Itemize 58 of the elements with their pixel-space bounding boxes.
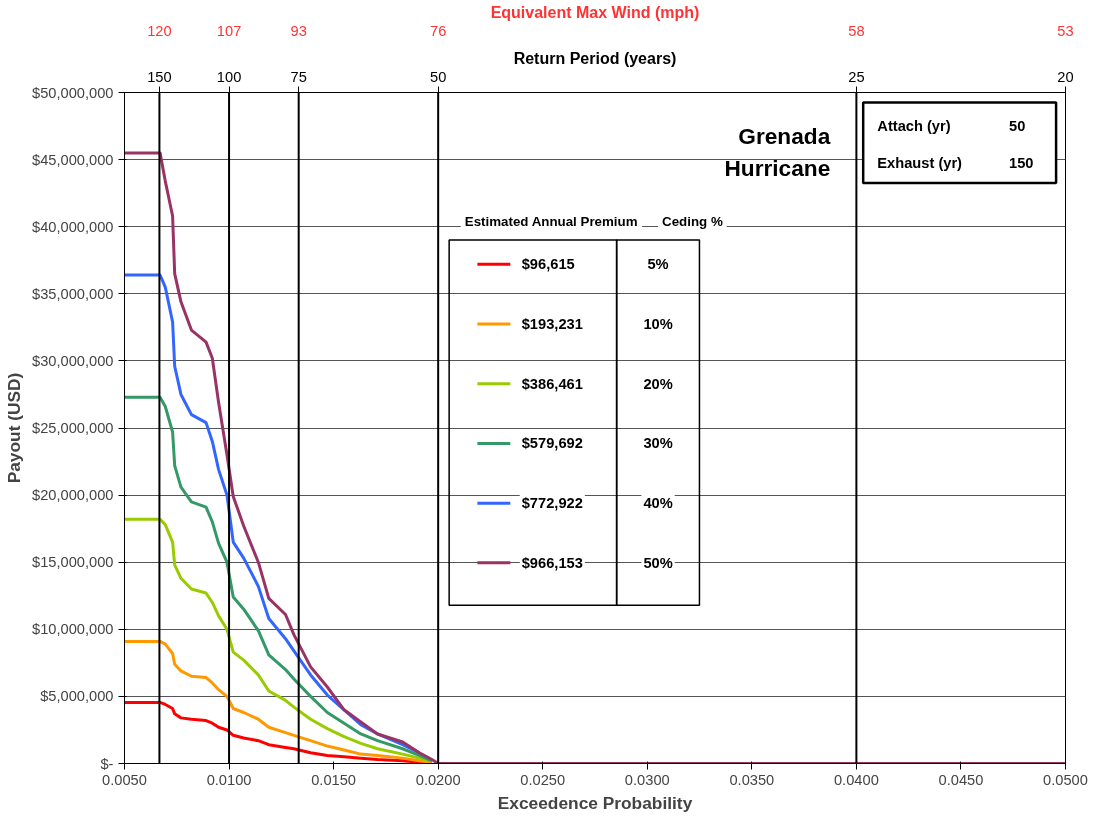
annotation: 20% — [643, 375, 673, 392]
x-tick-label: 0.0300 — [624, 771, 670, 788]
text: 100 — [216, 68, 242, 85]
x-tick-label: 0.0100 — [206, 771, 252, 788]
y-tick-label: $- — [100, 755, 114, 772]
y-tick-label: $35,000,000 — [32, 285, 114, 302]
text: 107 — [216, 22, 242, 39]
text: 75 — [290, 68, 307, 85]
annotation: 150 — [1009, 154, 1034, 171]
x-tick-label: 0.0150 — [311, 771, 357, 788]
annotation: 50% — [643, 554, 673, 571]
y-tick-label: $30,000,000 — [32, 352, 114, 369]
text: Return Period (years) — [513, 49, 677, 67]
annotation: Attach (yr) — [877, 118, 951, 135]
x-tick-label: 0.0350 — [729, 771, 775, 788]
text: 120 — [147, 22, 172, 39]
annotation: 40% — [643, 495, 673, 512]
y-tick-label: $15,000,000 — [32, 554, 114, 571]
text: 53 — [1057, 22, 1074, 39]
legend-label: $193,231 — [521, 315, 583, 332]
annotation: 30% — [643, 435, 673, 452]
y-tick-label: $10,000,000 — [32, 621, 114, 638]
x-tick-label: 0.0250 — [520, 771, 566, 788]
text: 20 — [1057, 68, 1074, 85]
y-tick-label: $25,000,000 — [32, 420, 114, 436]
y-tick-label: $40,000,000 — [32, 218, 114, 235]
legend-label: $966,153 — [521, 554, 583, 571]
annotation: 50 — [1009, 118, 1026, 135]
x-tick-label: 0.0400 — [833, 771, 879, 788]
legend-title: Estimated Annual Premium — [464, 213, 638, 229]
legend-label: $579,692 — [521, 435, 583, 452]
annotation: 5% — [647, 256, 669, 273]
y-tick-label: $5,000,000 — [40, 688, 114, 705]
text: Equivalent Max Wind (mph) — [490, 3, 700, 21]
legend-label: $386,461 — [521, 375, 583, 392]
y-axis-title: Payout (USD) — [4, 372, 24, 484]
line-series — [124, 639, 434, 764]
x-tick-label: 0.0450 — [938, 771, 984, 788]
text: 50 — [430, 68, 447, 85]
y-tick-label: $20,000,000 — [32, 487, 114, 504]
text: 58 — [848, 22, 865, 39]
annotation: Exhaust (yr) — [877, 154, 963, 171]
x-tick-label: 0.0200 — [415, 771, 461, 788]
legend-label: $772,922 — [521, 495, 583, 512]
annotation: 10% — [643, 315, 673, 332]
text: 25 — [848, 68, 865, 85]
line-series — [124, 395, 434, 763]
y-tick-label: $50,000,000 — [32, 84, 114, 101]
text: 93 — [290, 22, 307, 39]
x-axis-title: Exceedence Probability — [497, 792, 693, 813]
y-tick-label: $45,000,000 — [32, 151, 114, 168]
annotation: Ceding % — [662, 213, 723, 229]
legend-label: $96,615 — [521, 256, 575, 273]
x-tick-label: 0.0050 — [102, 771, 147, 788]
text: 76 — [430, 22, 447, 39]
text: 150 — [147, 68, 172, 85]
text: Grenada Hurricane — [724, 122, 831, 182]
x-tick-label: 0.0500 — [1043, 771, 1088, 788]
